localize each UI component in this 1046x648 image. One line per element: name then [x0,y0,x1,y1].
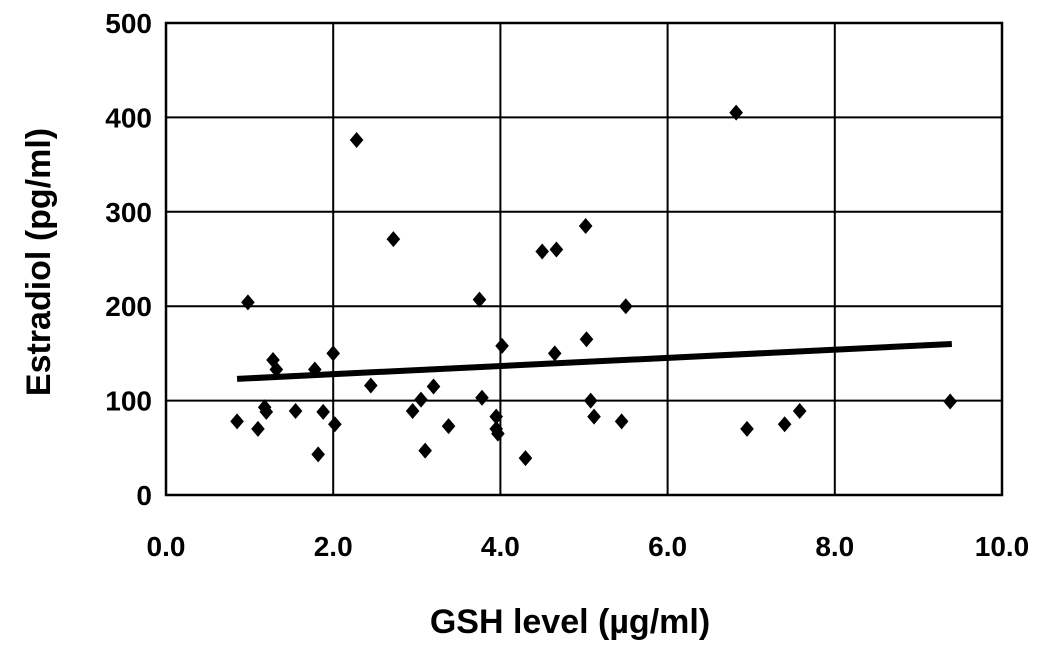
x-tick-label: 6.0 [648,531,687,562]
data-point [475,389,489,406]
data-point [518,450,533,467]
y-axis-title: Estradiol (pg/ml) [20,128,58,396]
data-point [349,132,364,149]
y-tick-label: 400 [105,102,152,133]
data-point [316,403,330,420]
data-point [792,402,807,419]
data-point [326,345,340,362]
data-point [251,420,265,437]
data-point [364,377,378,394]
data-point [426,378,441,395]
x-axis-tick-labels: 0.0 2.0 4.0 6.0 8.0 10.0 [147,531,1030,562]
data-point [740,420,754,437]
data-point [535,243,549,260]
data-point [418,442,432,459]
data-point [491,425,505,442]
data-point [269,361,284,378]
data-point [328,416,342,433]
x-tick-label: 10.0 [975,531,1030,562]
data-point [777,416,792,433]
grid [166,23,1002,495]
y-tick-label: 300 [105,197,152,228]
y-tick-label: 200 [105,291,152,322]
data-point [230,413,244,430]
x-tick-label: 4.0 [481,531,520,562]
y-tick-label: 100 [105,386,152,417]
data-point [579,331,594,348]
data-point [288,402,303,419]
y-tick-label: 0 [136,480,152,511]
data-point [311,446,325,463]
x-tick-label: 2.0 [314,531,353,562]
data-point [386,231,401,248]
y-tick-label: 500 [105,8,152,39]
data-point [414,391,428,408]
data-point [495,337,509,354]
data-point [489,408,504,425]
data-point [241,294,255,311]
data-point [441,418,456,435]
data-point [266,352,280,369]
plot-frame [164,21,1004,497]
data-point [583,392,598,409]
data-point [943,393,957,410]
y-axis-tick-labels: 0 100 200 300 400 500 [105,8,152,511]
trend-line [236,340,952,382]
data-point [405,402,420,419]
x-tick-label: 0.0 [147,531,186,562]
data-point [259,403,274,420]
data-point [578,217,593,234]
data-point [729,104,743,121]
data-point [619,298,633,315]
data-point [549,241,564,258]
data-point [587,408,601,425]
data-point [472,291,487,308]
data-point [614,413,629,430]
x-tick-label: 8.0 [815,531,854,562]
x-axis-title: GSH level (µg/ml) [430,603,710,641]
data-point [547,345,562,362]
data-points [230,104,957,467]
